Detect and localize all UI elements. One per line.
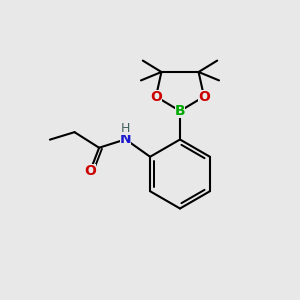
Text: O: O: [150, 90, 162, 104]
Text: B: B: [175, 104, 185, 118]
Text: N: N: [120, 132, 131, 146]
Text: O: O: [198, 90, 210, 104]
Text: H: H: [121, 122, 130, 135]
Text: O: O: [84, 164, 96, 178]
